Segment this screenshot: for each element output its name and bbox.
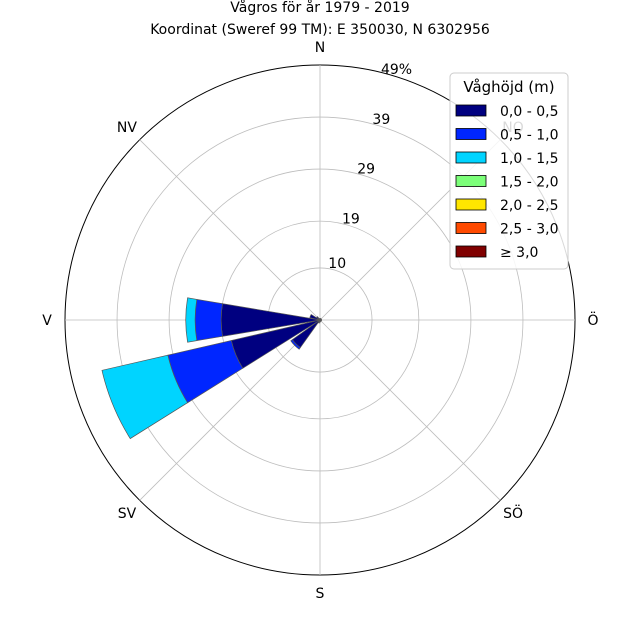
legend-label: ≥ 3,0	[500, 245, 538, 261]
legend-items: 0,0 - 0,5 0,5 - 1,0 1,0 - 1,5 1,5 - 2,0 2,0 …	[455, 104, 558, 261]
rose-bar-segment	[101, 354, 189, 440]
legend-swatch	[455, 198, 487, 211]
legend-swatch	[455, 222, 487, 234]
chart-title: Vågros för år 1979 - 2019	[230, 0, 409, 16]
legend-swatch	[455, 151, 487, 164]
rose-bars	[101, 297, 322, 440]
rose-bar-segment	[290, 339, 301, 350]
radial-tick-label: 10	[328, 256, 346, 272]
legend-label: 1,0 - 1,5	[500, 151, 558, 167]
legend-label: 0,5 - 1,0	[500, 128, 558, 144]
legend-label: 2,0 - 2,5	[500, 198, 558, 214]
grid-spoke	[319, 319, 501, 501]
legend-box	[449, 72, 569, 270]
radial-tick-label: 19	[342, 211, 360, 227]
chart-subtitle: Koordinat (Sweref 99 TM): E 350030, N 63…	[150, 22, 490, 38]
direction-label: V	[42, 313, 52, 329]
radial-tick-label: 49%	[381, 62, 412, 78]
radial-tick-labels: 10 19 29 39 49%	[328, 62, 412, 272]
direction-label: SV	[118, 506, 137, 522]
grid-spoke	[139, 319, 321, 501]
legend-swatch	[455, 245, 487, 258]
direction-label: NV	[117, 120, 137, 136]
direction-labels: NNOÖSÖSSVVNV	[42, 40, 598, 602]
legend-swatch	[455, 104, 487, 117]
rose-bar-segment	[185, 297, 198, 343]
radial-tick-label: 39	[372, 112, 390, 128]
legend-label: 2,5 - 3,0	[500, 222, 558, 238]
legend-swatch	[455, 175, 487, 187]
radial-tick-label: 29	[357, 162, 375, 178]
grid-spoke	[139, 139, 321, 321]
legend-label: 0,0 - 0,5	[500, 104, 558, 120]
polar-grid	[64, 64, 576, 576]
legend-label: 1,5 - 2,0	[500, 175, 558, 191]
direction-label: N	[315, 40, 325, 56]
legend: Våghöjd (m) 0,0 - 0,5 0,5 - 1,0 1,0 - 1,5 1…	[449, 72, 569, 270]
direction-label: SÖ	[503, 504, 523, 522]
legend-swatch	[455, 128, 487, 140]
rose-bar-segment	[318, 318, 321, 321]
legend-title: Våghöjd (m)	[463, 78, 554, 96]
direction-label: Ö	[587, 311, 598, 329]
rose-bar-segment	[194, 298, 223, 342]
direction-label: S	[316, 586, 325, 602]
